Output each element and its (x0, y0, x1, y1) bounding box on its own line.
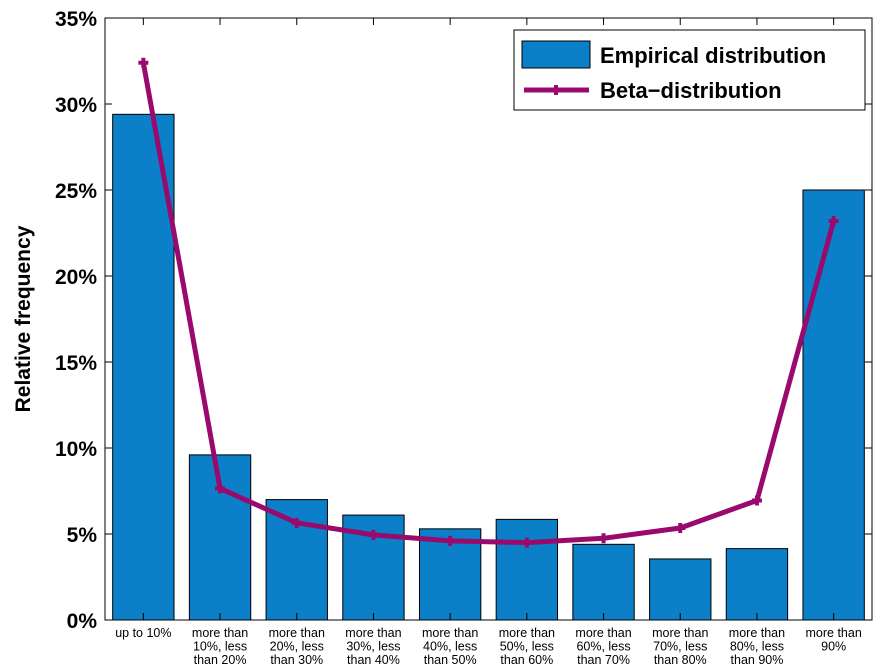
x-tick-label-4: more than 40%, less than 50% (422, 626, 478, 667)
bar-5 (495, 518, 559, 621)
line-point-5 (521, 537, 532, 548)
x-tick-label-8: more than 80%, less than 90% (729, 626, 785, 667)
line-point-0 (138, 57, 149, 68)
x-tick-label-3: more than 30%, less than 40% (345, 626, 401, 667)
line-point-9 (828, 215, 839, 226)
y-tick-label-3: 15% (55, 352, 97, 375)
legend: Empirical distribution Beta−distribution (513, 29, 866, 111)
y-tick-label-7: 35% (55, 8, 97, 31)
line-layer (138, 57, 839, 548)
x-tick-label-9: more than 90% (806, 626, 862, 654)
y-tick-label-0: 0% (67, 610, 98, 633)
legend-swatch-empirical (521, 40, 591, 69)
x-tick-label-1: more than 10%, less than 20% (192, 626, 248, 667)
y-tick-label-4: 20% (55, 266, 97, 289)
beta-distribution-line (140, 60, 837, 546)
line-point-8 (751, 495, 762, 506)
y-tick-label-2: 10% (55, 438, 97, 461)
x-tick-labels: up to 10% more than 10%, less than 20% more … (115, 626, 862, 667)
bar-7 (649, 558, 712, 621)
line-point-6 (598, 533, 609, 544)
bar-9 (802, 189, 865, 621)
legend-marker-beta (551, 85, 561, 95)
bar-6 (572, 543, 635, 621)
x-tick-label-6: more than 60%, less than 70% (575, 626, 631, 667)
legend-label-empirical: Empirical distribution (600, 43, 826, 68)
y-tick-labels: 0% 5% 10% 15% 20% 25% 30% 35% (55, 8, 97, 633)
y-axis-label: Relative frequency (12, 225, 35, 412)
x-tick-label-2: more than 20%, less than 30% (269, 626, 325, 667)
line-point-4 (445, 535, 456, 546)
line-point-3 (368, 529, 379, 540)
bar-2 (265, 499, 328, 621)
line-point-7 (675, 522, 686, 533)
x-tick-label-5: more than 50%, less than 60% (499, 626, 555, 667)
bar-8 (725, 548, 789, 621)
axes-layer (104, 17, 873, 621)
y-tick-label-5: 25% (55, 180, 97, 203)
line-point-2 (291, 517, 302, 528)
y-tick-label-6: 30% (55, 94, 97, 117)
bar-0 (112, 113, 175, 621)
plot-frame (104, 17, 873, 621)
x-tick-label-7: more than 70%, less than 80% (652, 626, 708, 667)
y-tick-label-1: 5% (67, 524, 98, 547)
line-point-1 (215, 483, 226, 494)
x-tick-label-0: up to 10% (115, 626, 171, 640)
legend-label-beta: Beta−distribution (600, 78, 782, 103)
bars-layer (112, 113, 865, 621)
